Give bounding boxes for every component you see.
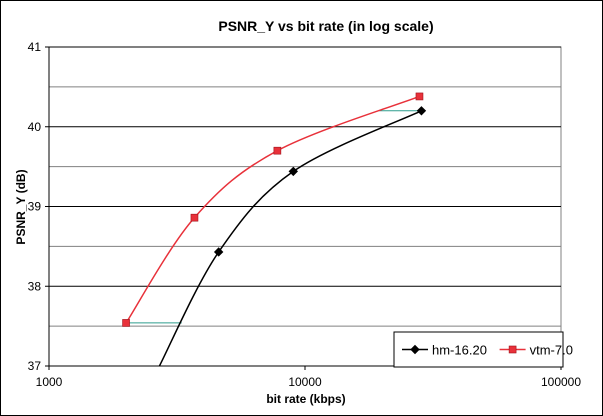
data-point xyxy=(416,106,427,116)
data-point xyxy=(288,166,298,177)
y-tick-label: 41 xyxy=(28,40,42,54)
y-tick-label: 38 xyxy=(28,279,42,293)
data-point xyxy=(273,146,282,155)
annotation-layer xyxy=(126,110,422,324)
axis-layer: 37 38 39 40 41 1000 10000 100000 xyxy=(28,40,582,389)
data-point xyxy=(122,319,130,327)
series-layer xyxy=(122,92,427,366)
legend-entry: vtm-7.0 xyxy=(530,343,573,358)
x-axis-label: bit rate (kbps) xyxy=(266,392,345,406)
data-point xyxy=(415,92,424,101)
legend-swatch-marker xyxy=(410,344,420,355)
x-tick-label: 100000 xyxy=(541,375,581,389)
y-tick-label: 40 xyxy=(28,120,42,134)
x-tick-label: 1000 xyxy=(36,375,63,389)
y-axis-label: PSNR_Y (dB) xyxy=(14,169,28,244)
legend-swatch-marker xyxy=(508,345,517,354)
grid-layer xyxy=(48,46,562,367)
series-line-hm-16.20 xyxy=(158,110,422,366)
legend-entry: hm-16.20 xyxy=(432,343,487,358)
series-line-vtm-7.0 xyxy=(125,95,420,324)
y-tick-label: 37 xyxy=(28,359,42,373)
data-point xyxy=(190,213,199,222)
x-tick-label: 10000 xyxy=(288,375,322,389)
legend: hm-16.20 vtm-7.0 xyxy=(393,331,573,368)
data-point xyxy=(213,247,224,257)
chart-title: PSNR_Y vs bit rate (in log scale) xyxy=(218,18,433,34)
y-tick-label: 39 xyxy=(28,200,42,214)
